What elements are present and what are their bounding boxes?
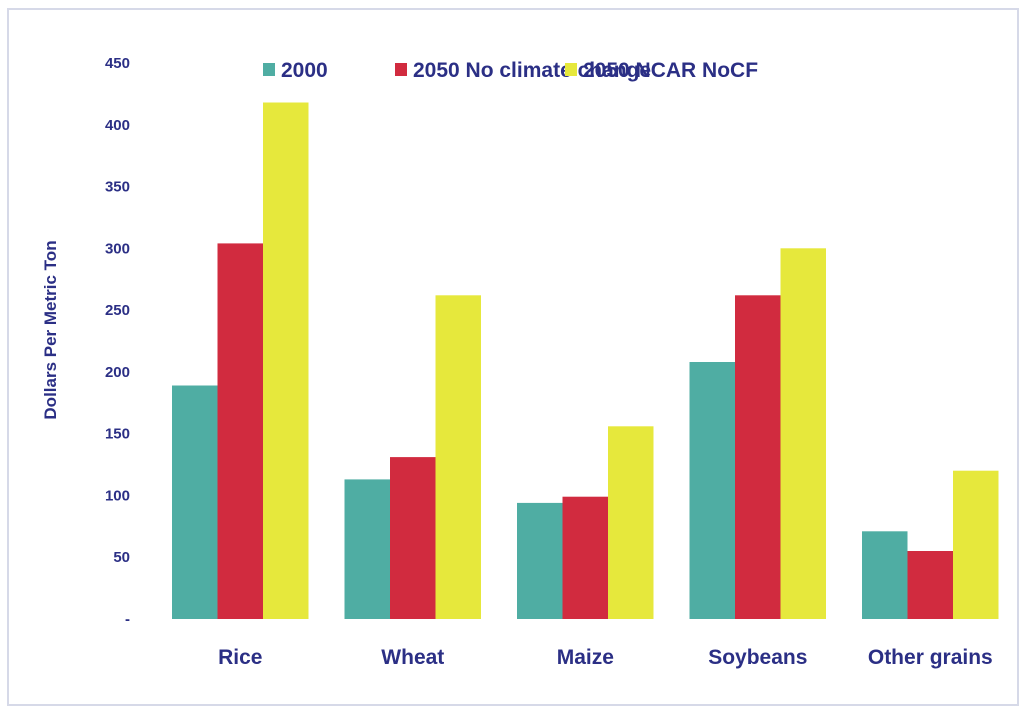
y-tick-label: 450 — [105, 55, 130, 72]
legend-swatch — [263, 63, 275, 76]
y-tick-label: 150 — [105, 426, 130, 443]
bar — [953, 470, 999, 619]
legend-swatch — [565, 63, 577, 76]
y-tick-label: - — [125, 611, 130, 628]
y-tick-label: 100 — [105, 487, 130, 504]
legend-label: 2050 NCAR NoCF — [583, 59, 758, 82]
legend-swatch — [395, 63, 407, 76]
bar — [263, 102, 309, 619]
bars — [172, 102, 999, 620]
bar — [907, 551, 953, 619]
bar — [735, 295, 781, 619]
bar — [689, 362, 735, 619]
legend-label: 2000 — [281, 59, 328, 82]
y-tick-label: 350 — [105, 179, 130, 196]
y-tick-label: 50 — [113, 549, 130, 566]
y-axis-ticks: - 50 100 150 200 250 300 350 400 450 — [105, 55, 130, 628]
y-tick-label: 200 — [105, 364, 130, 381]
y-axis-title: Dollars Per Metric Ton — [41, 240, 60, 419]
x-category-label: Soybeans — [708, 646, 807, 669]
y-tick-label: 300 — [105, 240, 130, 257]
bar — [435, 295, 481, 619]
legend-label: 2050 No climate change — [413, 59, 651, 82]
x-category-label: Maize — [557, 646, 614, 669]
x-category-label: Other grains — [868, 646, 993, 669]
bar — [344, 479, 390, 619]
x-category-label: Rice — [218, 646, 262, 669]
bar — [390, 457, 436, 619]
bar — [562, 496, 608, 619]
y-tick-label: 400 — [105, 117, 130, 134]
bar — [862, 531, 908, 619]
y-tick-label: 250 — [105, 302, 130, 319]
x-category-label: Wheat — [381, 646, 444, 669]
bar — [517, 502, 563, 619]
x-axis-labels: Rice Wheat Maize Soybeans Other grains — [218, 646, 993, 669]
bar — [172, 385, 218, 619]
bar — [217, 243, 263, 619]
bar — [780, 248, 826, 620]
bar — [608, 426, 654, 619]
